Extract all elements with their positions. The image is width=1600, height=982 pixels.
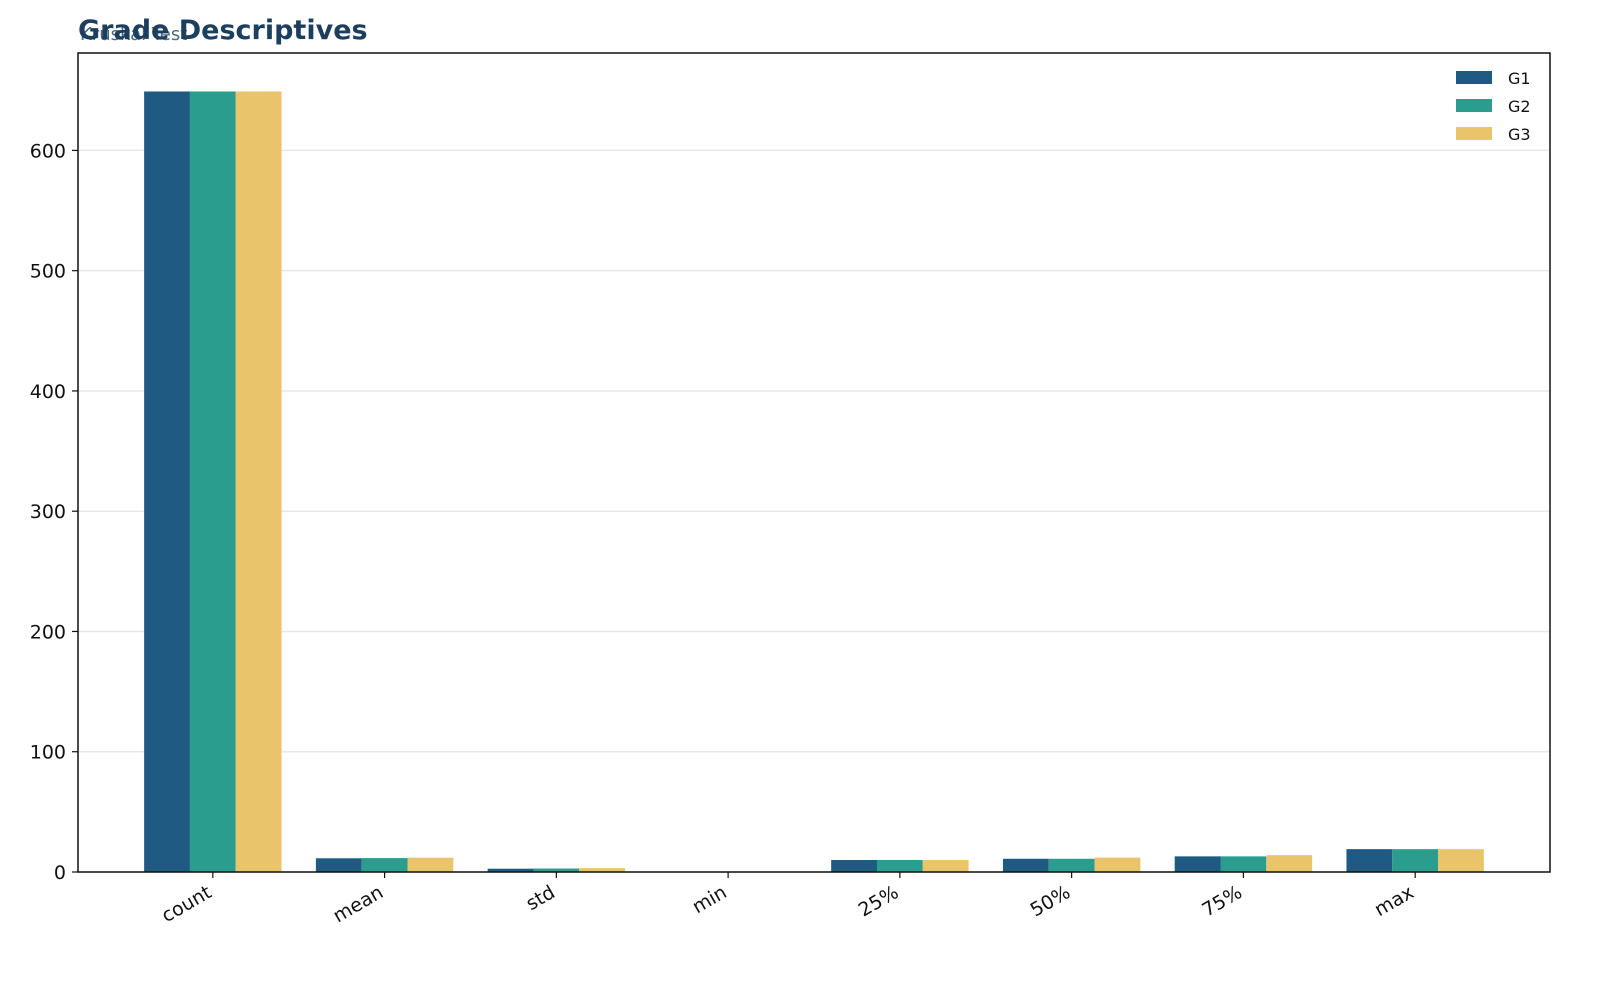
chart-title: Grade Descriptives [78,15,368,46]
x-tick-label: count [158,881,215,927]
legend-swatch [1456,127,1492,140]
plot-frame [77,52,1551,873]
y-tick-label: 0 [54,862,66,884]
bar [922,859,969,872]
legend-label: G3 [1508,125,1531,144]
bar [315,858,362,872]
x-tick-label: min [689,881,731,918]
bar [1220,856,1267,872]
bar [831,859,877,872]
bar [579,868,626,872]
x-tick-label: 75% [1198,881,1246,921]
bar [1392,849,1439,872]
x-tick-label: std [522,881,558,915]
x-tick-label: mean [329,881,387,927]
chart-subtitle: Kruskal Test [80,24,187,45]
y-tick-label: 600 [30,140,66,162]
legend-swatch [1456,99,1492,112]
y-tick-label: 400 [30,381,66,403]
y-tick-label: 200 [30,621,66,643]
legend-label: G1 [1508,69,1531,88]
bar [1048,858,1095,872]
bar [361,858,408,872]
bar [189,91,236,873]
x-tick-label: 50% [1027,881,1075,921]
bar [876,859,923,872]
bar [1438,849,1484,872]
bar [1266,855,1313,872]
bar [533,868,580,872]
y-tick-label: 500 [30,261,66,283]
x-tick-label: max [1371,881,1418,921]
bar [1346,849,1393,872]
bar [1174,856,1221,872]
legend-swatch [1456,71,1492,84]
bar [487,868,534,872]
x-tick-label: 25% [855,881,903,921]
bar [144,91,190,873]
legend-label: G2 [1508,97,1531,116]
bar [1002,858,1049,872]
y-tick-label: 300 [30,501,66,523]
y-tick-label: 100 [30,742,66,764]
bar [235,91,282,873]
bar [407,857,454,872]
bar [1094,857,1141,872]
